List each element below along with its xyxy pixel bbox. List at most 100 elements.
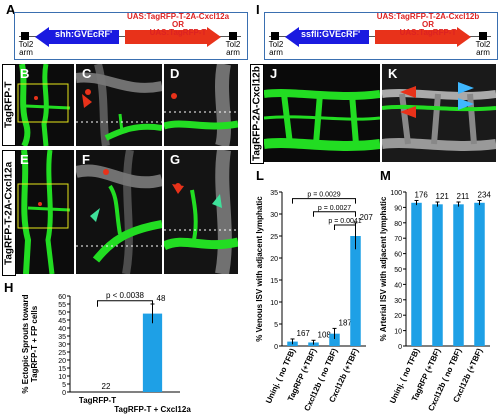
tol2-arm-left-marker	[271, 32, 279, 40]
panel-label-m: M	[380, 168, 391, 183]
y-tick-label: 90	[394, 205, 402, 212]
significance-bracket	[313, 211, 356, 217]
driver-arrow	[285, 27, 369, 47]
n-label: 176	[415, 190, 429, 199]
y-tick-label: 5	[62, 382, 66, 389]
micrograph-f	[76, 150, 162, 274]
tol2-arm-right-label: Tol2 arm	[225, 40, 241, 57]
y-tick-label: 10	[270, 300, 278, 307]
y-axis-label: TagRFP-T + FP cells	[30, 305, 39, 382]
panel-label-k: K	[388, 66, 398, 81]
panel-label-g: G	[170, 152, 181, 167]
micrograph-c	[76, 64, 162, 146]
n-label: 22	[102, 382, 111, 391]
n-label: 234	[478, 190, 492, 199]
row-label-tagrfp-t: TagRFP-T	[2, 64, 16, 146]
y-tick-label: 70	[394, 236, 402, 243]
bar	[350, 236, 361, 346]
p-value-annotation: p = 0.0029	[307, 192, 340, 199]
y-axis-label: % Arterial ISV with adjacent lymphatic	[379, 196, 388, 341]
n-label: 121	[436, 192, 450, 201]
micrograph-d	[164, 64, 238, 146]
micrograph-g	[164, 150, 238, 274]
y-tick-label: 30	[270, 212, 278, 219]
y-tick-label: 20	[394, 313, 402, 320]
tol2-arm-left-label: Tol2 arm	[18, 40, 34, 57]
bar	[142, 313, 163, 392]
significance-bracket	[334, 224, 356, 230]
micrograph-c-image	[76, 64, 162, 146]
micrograph-f-image	[76, 150, 162, 274]
micrograph-d-image	[164, 64, 238, 146]
y-tick-label: 35	[270, 190, 278, 197]
y-tick-label: 20	[270, 256, 278, 263]
y-tick-label: 35	[58, 334, 66, 341]
panel-label-c: C	[82, 66, 92, 81]
tol2-arm-right-marker	[479, 32, 487, 40]
n-label: 207	[360, 213, 374, 222]
y-tick-label: 50	[58, 310, 66, 317]
payload-label: UAS:TagRFP-T-2A-Cxcl12a OR UAS:TagRFP-T	[126, 12, 230, 37]
p-value-annotation: p = 0.0027	[318, 205, 351, 212]
y-axis-label: % Venous ISV with adjacent lymphatic	[255, 196, 264, 342]
y-tick-label: 25	[270, 234, 278, 241]
tol2-arm-right-label: Tol2 arm	[475, 40, 491, 57]
p-value-annotation: p < 0.0038	[106, 291, 145, 300]
panel-label-d: D	[170, 66, 180, 81]
y-tick-label: 40	[58, 326, 66, 333]
panel-label-e: E	[20, 152, 29, 167]
row-label-tagrfp-2a-cxcl12b: TagRFP-2A-Cxcl12b	[250, 64, 264, 164]
chart-l: 0 5 10 15 20 25 30 35 % Venous ISV with adjacent…	[255, 190, 374, 412]
y-tick-label: 20	[58, 358, 66, 365]
panel-label-a: A	[6, 2, 16, 17]
y-tick-label: 30	[394, 298, 402, 305]
driver-arrow	[35, 27, 119, 47]
y-tick-label: 80	[394, 221, 402, 228]
y-tick-label: 0	[62, 390, 66, 397]
y-tick-label: 0	[398, 344, 402, 351]
y-tick-label: 15	[270, 278, 278, 285]
panel-label-b: B	[20, 66, 30, 81]
y-tick-label: 100	[390, 190, 402, 197]
bar	[329, 333, 340, 346]
chart-m: 0 10 20 30 40 50 60 70 80 90 100% Arterial ISV wit…	[379, 190, 492, 412]
y-tick-label: 50	[394, 267, 402, 274]
micrograph-e	[16, 150, 74, 274]
payload-arrow	[125, 27, 221, 47]
y-tick-label: 15	[58, 366, 66, 373]
n-label: 48	[157, 294, 166, 303]
x-category-label: TagRFP-T + Cxcl12a	[114, 405, 191, 414]
y-tick-label: 10	[58, 374, 66, 381]
payload-label: UAS:TagRFP-T-2A-Cxcl12b OR UAS:TagRFP-T	[376, 12, 480, 37]
panel-label-l: L	[256, 168, 264, 183]
construct-diagram-right: Tol2 arm ssfli:GVEcRF' UAS:TagRFP-T-2A-C…	[264, 12, 498, 60]
micrograph-k	[382, 64, 496, 162]
bar	[474, 202, 485, 346]
tol2-arm-right-marker	[229, 32, 237, 40]
y-tick-label: 0	[274, 344, 278, 351]
micrograph-k-image	[382, 64, 496, 162]
p-value-annotation: p = 0.0041	[328, 218, 361, 225]
y-axis-label: % Ectopic Sprouts toward	[21, 294, 30, 393]
panel-label-f: F	[82, 152, 90, 167]
bar	[432, 204, 443, 346]
micrograph-e-image	[16, 150, 74, 274]
tol2-arm-left-label: Tol2 arm	[268, 40, 284, 57]
n-label: 108	[318, 330, 332, 339]
n-label: 167	[297, 329, 311, 338]
micrograph-j-image	[264, 64, 380, 162]
y-tick-label: 25	[58, 350, 66, 357]
bar	[453, 204, 464, 346]
y-tick-label: 40	[394, 282, 402, 289]
panel-label-j: J	[270, 66, 278, 81]
y-tick-label: 60	[58, 294, 66, 301]
micrograph-b	[16, 64, 74, 146]
significance-bracket	[292, 198, 356, 204]
row-label-tagrfp-t-2a-cxcl12a: TagRFP-T-2A-Cxcl12a	[2, 150, 16, 276]
bar	[411, 202, 422, 346]
y-tick-label: 60	[394, 252, 402, 259]
y-tick-label: 5	[274, 322, 278, 329]
tol2-arm-left-marker	[21, 32, 29, 40]
micrograph-b-image	[16, 64, 74, 146]
